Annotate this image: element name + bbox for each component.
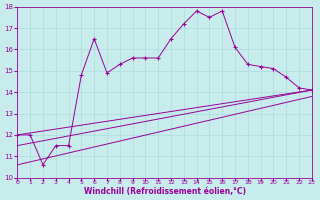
X-axis label: Windchill (Refroidissement éolien,°C): Windchill (Refroidissement éolien,°C)	[84, 187, 245, 196]
